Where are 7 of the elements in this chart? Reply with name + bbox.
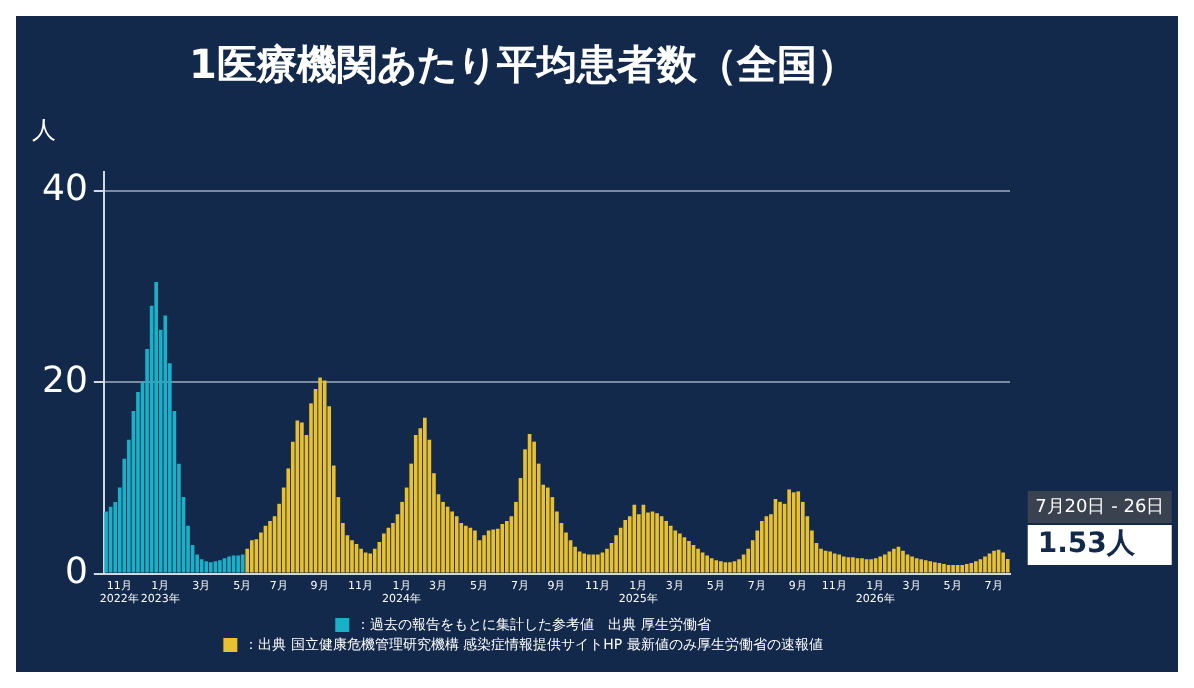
y-tick-label: 0 <box>64 550 88 593</box>
chart-title: 1医療機関あたり平均患者数（全国） <box>189 40 857 89</box>
text: 7月20日 - 26日 <box>1035 497 1165 518</box>
y-tick-label: 40 <box>42 168 88 211</box>
y-axis-title: 人 <box>32 116 56 145</box>
y-tick-label: 20 <box>42 359 88 402</box>
text: 1.53人 <box>1037 528 1137 561</box>
